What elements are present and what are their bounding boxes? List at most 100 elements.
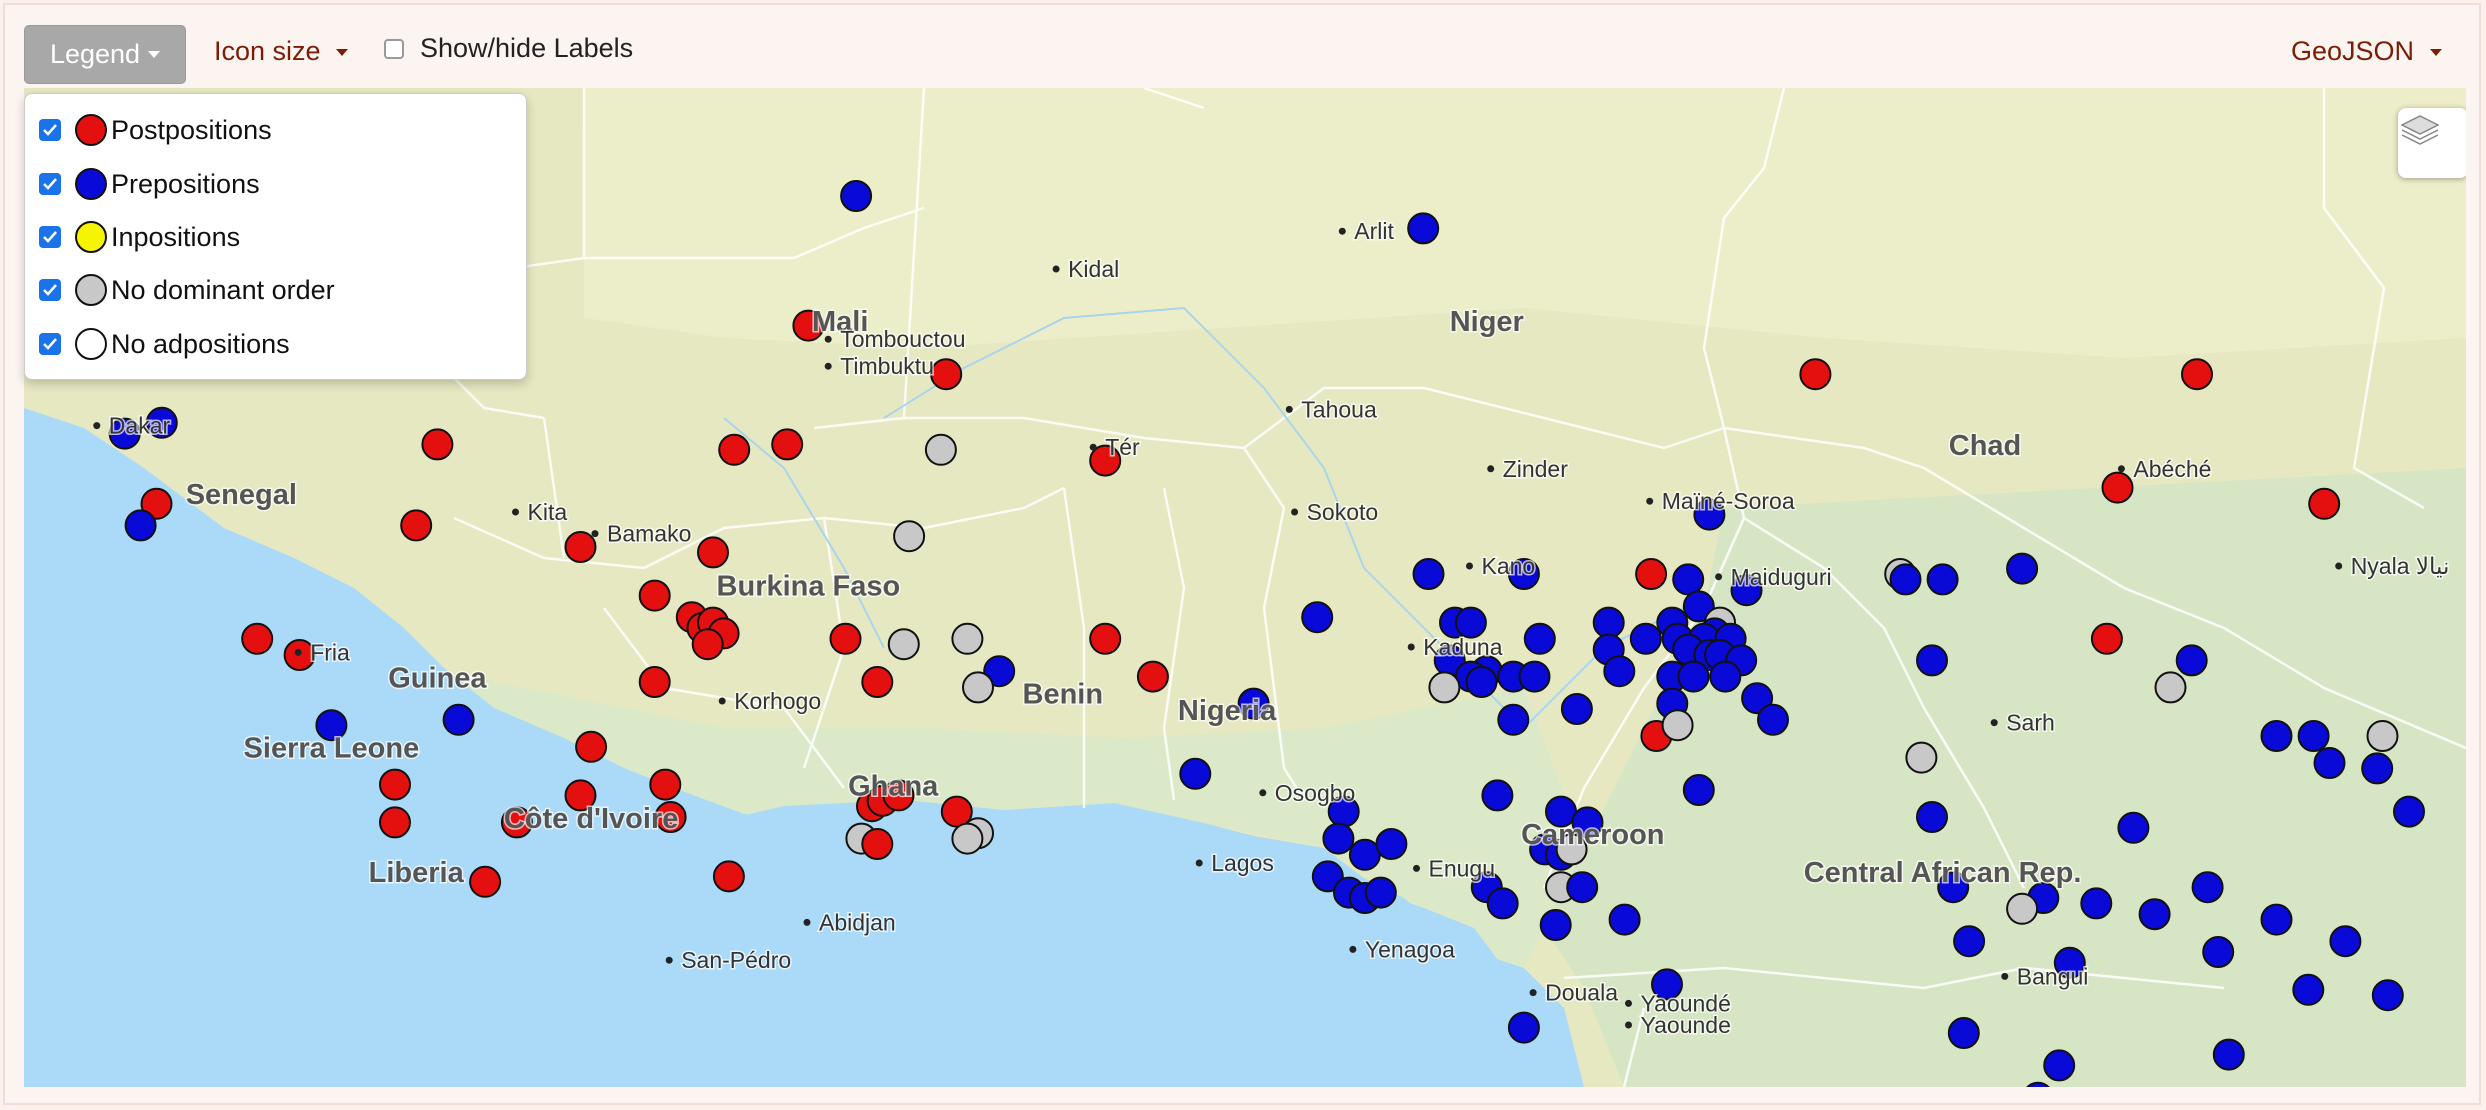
language-point-no-dominant-order[interactable] [887,628,920,661]
language-point-prepositions[interactable] [1629,622,1662,655]
language-point-prepositions[interactable] [1757,703,1789,736]
language-point-prepositions[interactable] [1608,903,1641,936]
geojson-dropdown[interactable]: GeoJSON [2291,36,2442,67]
language-point-prepositions[interactable] [1926,563,1959,596]
language-point-prepositions[interactable] [2393,795,2425,828]
language-point-prepositions[interactable] [1677,660,1710,693]
language-point-no-dominant-order[interactable] [924,433,957,466]
language-point-no-dominant-order[interactable] [1555,833,1588,866]
language-point-prepositions[interactable] [2175,644,2208,677]
layers-control-button[interactable] [2398,108,2466,178]
language-point-prepositions[interactable] [2053,946,2086,979]
language-point-no-dominant-order[interactable] [951,822,984,855]
language-point-prepositions[interactable] [2043,1049,2076,1082]
language-point-prepositions[interactable] [2260,720,2293,752]
checkbox-checked-icon[interactable] [39,333,61,355]
language-point-prepositions[interactable] [1507,1011,1540,1044]
language-point-prepositions[interactable] [1375,828,1408,860]
map-canvas[interactable]: MauritaniaMaliNigerChadSenegalBurkina Fa… [24,88,2466,1087]
language-point-prepositions[interactable] [2313,747,2346,779]
language-point-prepositions[interactable] [1560,693,1593,725]
language-point-prepositions[interactable] [1539,909,1572,941]
language-point-prepositions[interactable] [2023,1081,2053,1087]
language-point-prepositions[interactable] [2191,871,2224,904]
checkbox-checked-icon[interactable] [39,226,61,248]
language-point-prepositions[interactable] [1937,871,1970,904]
language-points[interactable] [108,180,2425,1087]
language-point-prepositions[interactable] [2080,887,2113,920]
language-point-prepositions[interactable] [1916,801,1948,833]
language-point-prepositions[interactable] [145,406,178,439]
language-point-prepositions[interactable] [1301,601,1334,634]
language-point-postpositions[interactable] [1635,558,1668,590]
language-point-prepositions[interactable] [1566,871,1599,904]
language-point-postpositions[interactable] [940,795,973,828]
language-point-prepositions[interactable] [1592,606,1625,639]
language-point-postpositions[interactable] [861,666,894,698]
language-point-prepositions[interactable] [2361,752,2394,785]
language-point-no-dominant-order[interactable] [962,671,994,704]
language-point-no-dominant-order[interactable] [2366,720,2399,752]
language-point-postpositions[interactable] [771,428,804,461]
language-point-no-dominant-order[interactable] [2006,892,2039,925]
legend-item-inpositions[interactable]: Inpositions [39,217,240,257]
language-point-no-dominant-order[interactable] [2154,671,2187,704]
language-point-prepositions[interactable] [1364,876,1397,909]
language-point-postpositions[interactable] [1089,622,1122,655]
language-point-postpositions[interactable] [500,806,533,839]
language-point-prepositions[interactable] [2202,936,2235,968]
language-point-prepositions[interactable] [1682,590,1715,623]
language-point-no-dominant-order[interactable] [1905,741,1938,774]
language-point-no-dominant-order[interactable] [951,622,984,655]
language-point-prepositions[interactable] [2138,898,2171,931]
language-point-postpositions[interactable] [564,531,597,563]
language-point-prepositions[interactable] [2292,973,2325,1006]
language-point-no-dominant-order[interactable] [893,520,926,553]
language-point-prepositions[interactable] [840,180,873,212]
language-point-postpositions[interactable] [469,865,502,898]
language-point-prepositions[interactable] [1237,687,1270,720]
language-point-prepositions[interactable] [1889,563,1922,596]
language-point-prepositions[interactable] [1507,558,1540,590]
language-point-postpositions[interactable] [400,509,433,542]
language-point-postpositions[interactable] [575,730,608,763]
checkbox-checked-icon[interactable] [39,119,61,141]
legend-item-no-adpositions[interactable]: No adpositions [39,324,290,364]
language-point-postpositions[interactable] [1799,358,1832,391]
legend-item-postpositions[interactable]: Postpositions [39,110,272,150]
language-point-prepositions[interactable] [1571,806,1604,839]
language-point-prepositions[interactable] [1179,757,1212,790]
language-point-prepositions[interactable] [1953,925,1986,958]
language-point-prepositions[interactable] [1348,838,1381,871]
language-point-postpositions[interactable] [379,768,411,801]
language-point-postpositions[interactable] [140,487,173,520]
legend-dropdown-button[interactable]: Legend [24,25,186,84]
language-point-prepositions[interactable] [1651,968,1683,1001]
language-point-prepositions[interactable] [1603,655,1636,688]
language-point-postpositions[interactable] [241,622,274,655]
language-point-prepositions[interactable] [2329,925,2362,958]
language-point-postpositions[interactable] [649,768,682,801]
language-point-postpositions[interactable] [792,309,825,342]
language-point-prepositions[interactable] [1672,563,1705,596]
language-point-no-dominant-order[interactable] [1661,709,1694,742]
language-point-prepositions[interactable] [442,703,475,736]
language-point-postpositions[interactable] [697,536,729,569]
language-point-prepositions[interactable] [1311,860,1344,893]
language-point-prepositions[interactable] [1682,774,1715,806]
language-point-prepositions[interactable] [1518,660,1551,693]
language-point-prepositions[interactable] [124,509,157,542]
language-point-prepositions[interactable] [1481,779,1514,812]
language-point-prepositions[interactable] [315,709,348,742]
labels-checkbox[interactable] [384,38,404,59]
language-point-postpositions[interactable] [882,779,915,812]
language-point-prepositions[interactable] [1709,660,1742,693]
language-point-prepositions[interactable] [1523,622,1556,655]
language-point-postpositions[interactable] [2090,622,2123,655]
language-point-prepositions[interactable] [1412,558,1445,590]
language-point-postpositions[interactable] [654,801,687,833]
language-point-postpositions[interactable] [1089,444,1122,477]
language-point-no-dominant-order[interactable] [1428,671,1461,704]
language-point-prepositions[interactable] [1454,606,1487,639]
language-point-postpositions[interactable] [564,779,597,812]
